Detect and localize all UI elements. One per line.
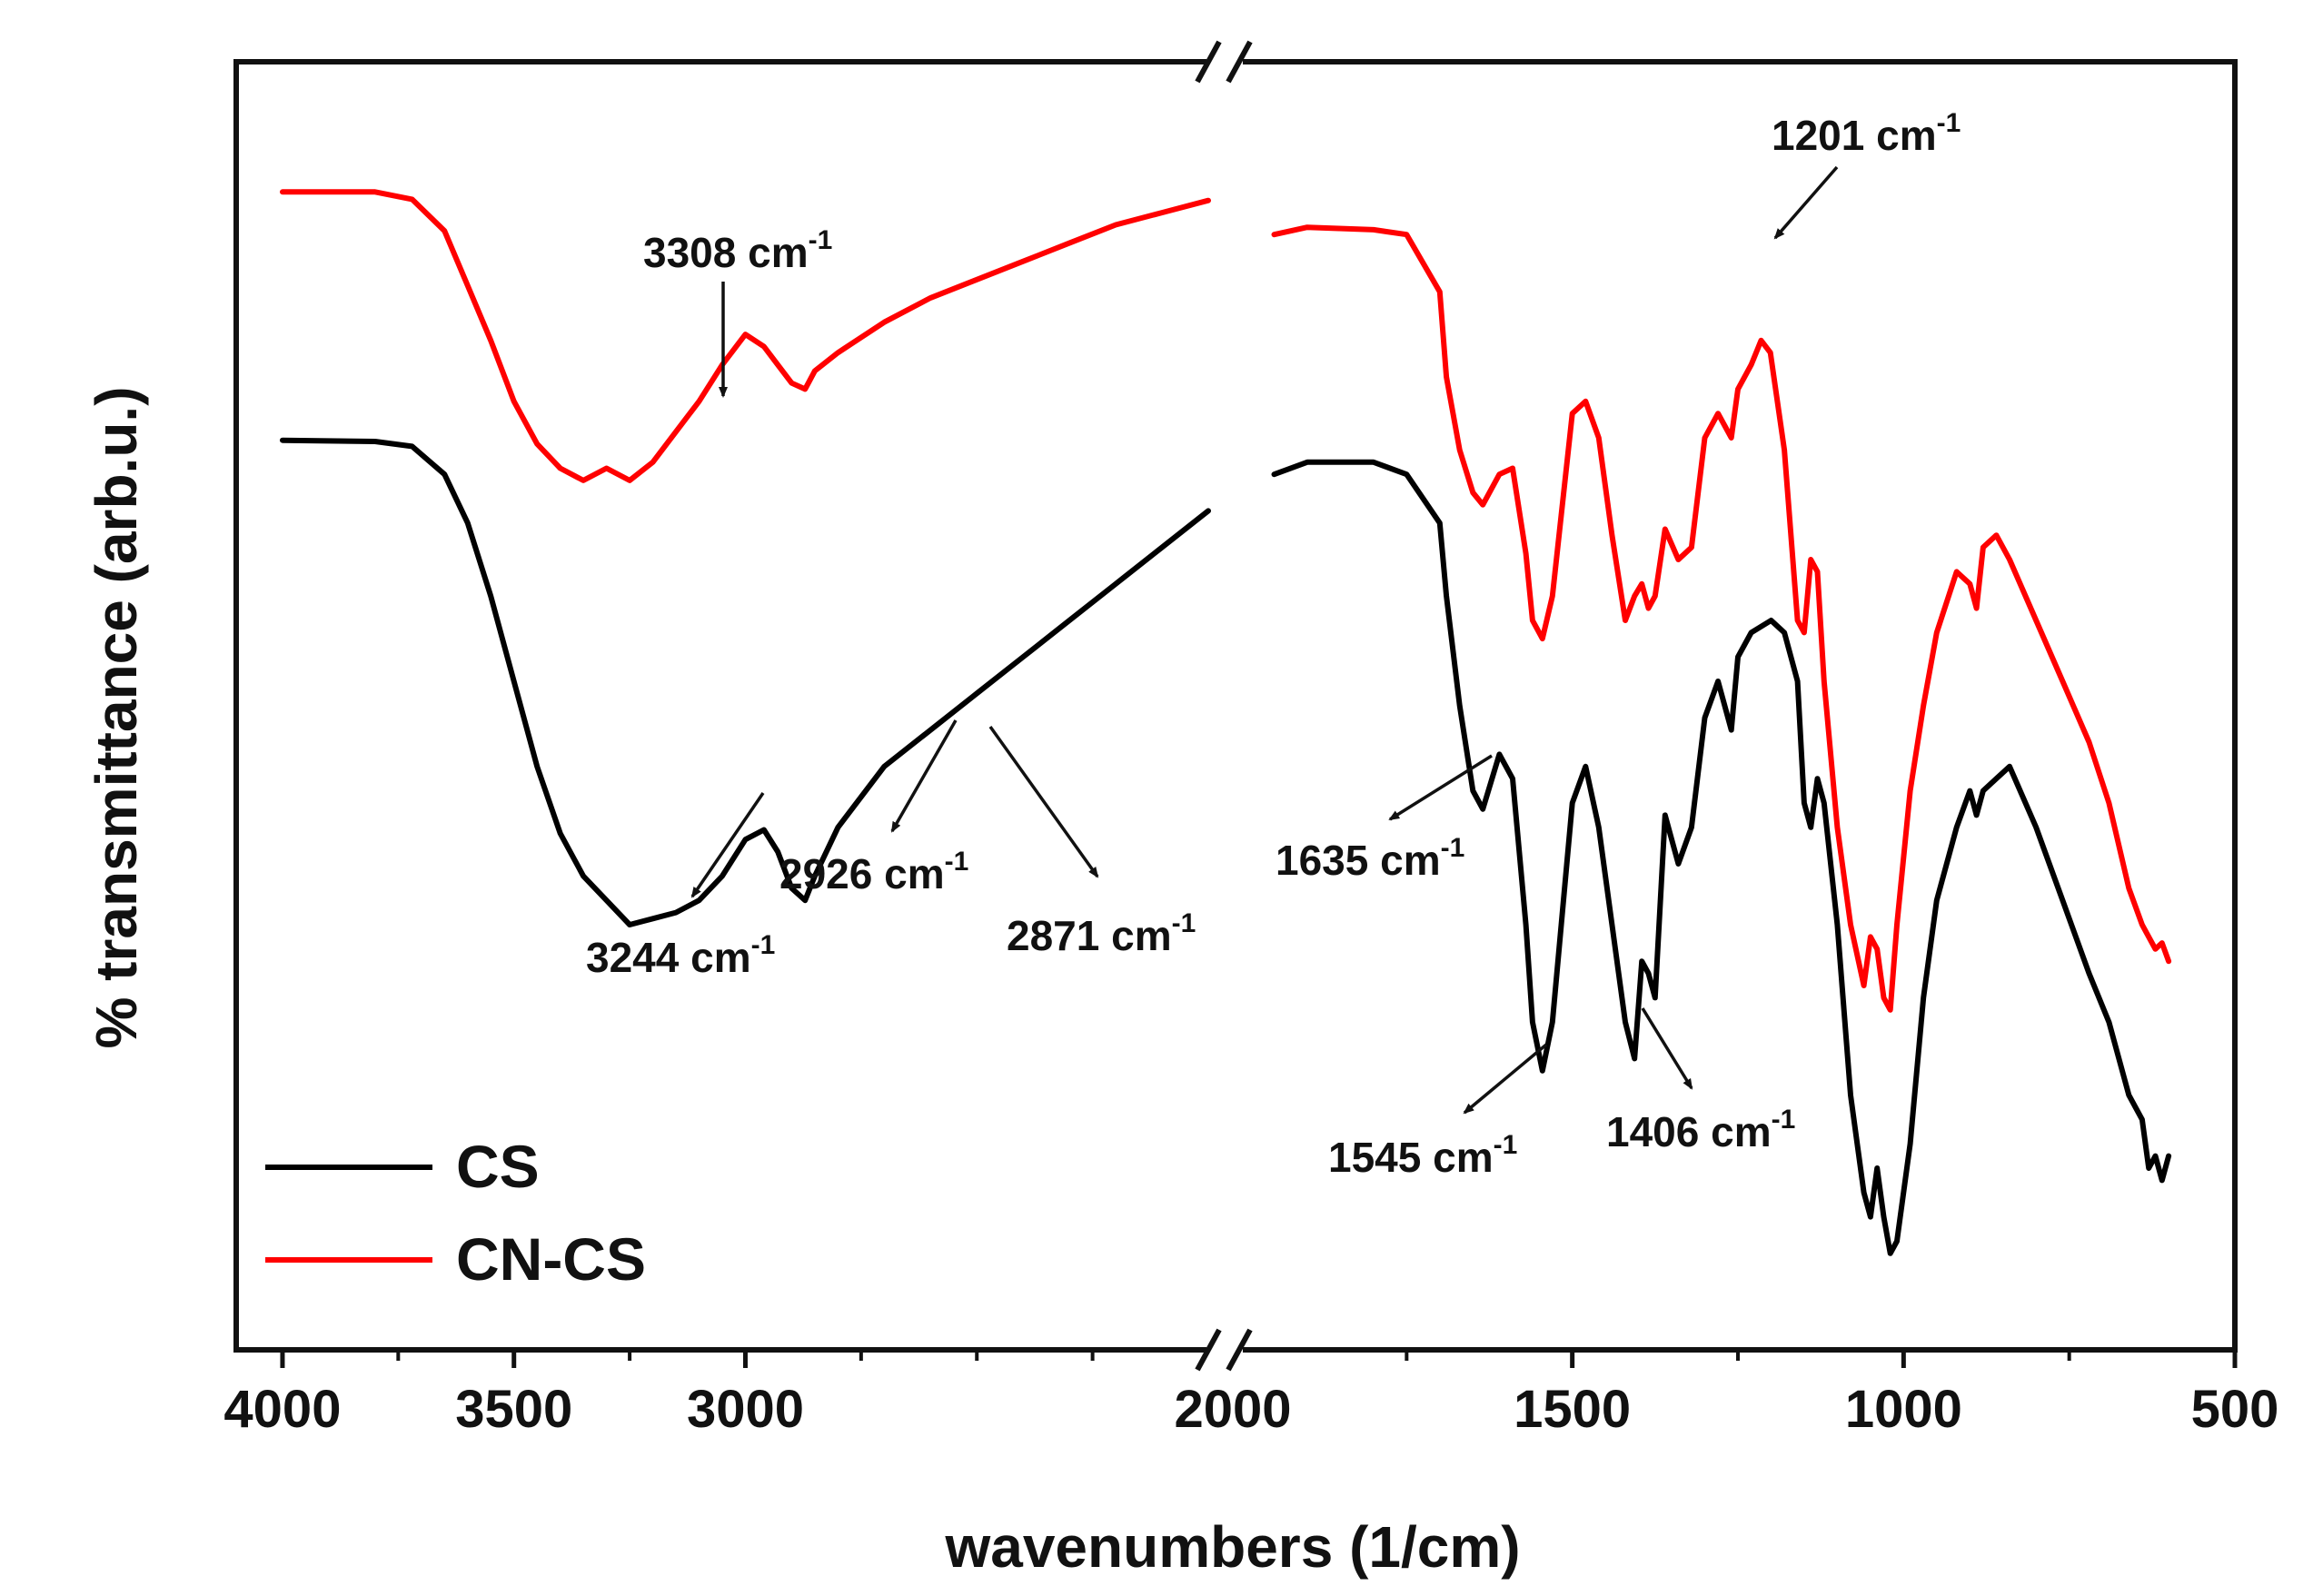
axis-break-slash <box>1195 1328 1222 1372</box>
annotation-arrow-1635 <box>1388 754 1493 821</box>
annotation-1545: 1545 cm-1 <box>1328 1130 1517 1181</box>
annotation-3308: 3308 cm-1 <box>643 225 832 276</box>
legend: CS CN-CS <box>265 1133 646 1293</box>
annotation-arrow-2871 <box>988 725 1099 878</box>
annotations: 3308 cm-1 3244 cm-1 2926 cm-1 2871 cm-1 … <box>586 108 1961 1181</box>
axis-break-slash <box>1195 40 1222 84</box>
x-tick-label: 2000 <box>1174 1380 1291 1439</box>
annotation-arrow-1406 <box>1641 1007 1693 1090</box>
axis-break-gap-bottom <box>1206 1339 1243 1359</box>
series-cs-right-line <box>1271 459 2172 1256</box>
annotation-1201: 1201 cm-1 <box>1772 108 1961 159</box>
x-axis-title: wavenumbers (1/cm) <box>944 1514 1520 1580</box>
legend-label-cn-cs: CN-CS <box>456 1225 646 1293</box>
series-cs-left-line <box>280 437 1211 927</box>
x-tick-label: 3500 <box>455 1380 572 1439</box>
x-axis-ticks: 4000 3500 3000 2000 1500 1000 500 <box>223 1350 2278 1439</box>
axis-break-marks <box>1195 40 1253 1372</box>
axis-break-slash <box>1226 40 1253 84</box>
annotation-1635: 1635 cm-1 <box>1276 833 1464 884</box>
annotation-arrow-3244 <box>690 792 765 898</box>
annotation-arrow-2926 <box>890 719 958 833</box>
series-cn-cs-right-line <box>1271 224 2172 1013</box>
legend-label-cs: CS <box>456 1133 540 1200</box>
annotation-arrow-1545 <box>1463 1043 1548 1115</box>
x-tick-label: 3000 <box>687 1380 804 1439</box>
y-axis-title: % transmittance (arb.u.) <box>84 386 149 1048</box>
axis-break-slash <box>1226 1328 1253 1372</box>
x-tick-label: 1500 <box>1514 1380 1631 1439</box>
annotation-arrow-1201 <box>1773 165 1839 240</box>
annotation-2926: 2926 cm-1 <box>779 847 968 897</box>
series-layer <box>280 189 2172 1256</box>
annotation-2871: 2871 cm-1 <box>1007 908 1196 959</box>
annotation-3244: 3244 cm-1 <box>586 930 775 981</box>
x-tick-label: 500 <box>2191 1380 2279 1439</box>
annotation-1406: 1406 cm-1 <box>1606 1105 1795 1155</box>
x-tick-label: 4000 <box>223 1380 341 1439</box>
x-tick-label: 1000 <box>1845 1380 1962 1439</box>
